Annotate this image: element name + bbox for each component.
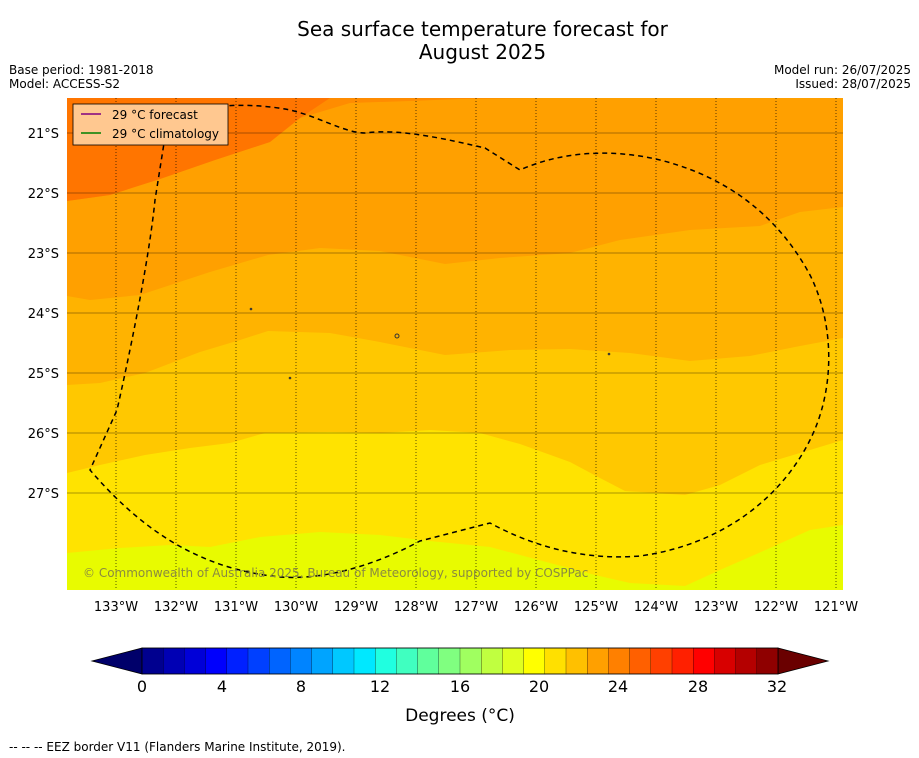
lon-label: 133°W [94, 600, 138, 615]
colorbar-cell [587, 647, 609, 675]
model-info: Base period: 1981-2018 Model: ACCESS-S2 [9, 63, 154, 91]
colorbar-tick: 12 [370, 677, 390, 696]
colorbar-tick: 8 [296, 677, 306, 696]
colorbar [90, 647, 830, 675]
band-26-27 [67, 98, 843, 300]
colorbar-tick: 20 [529, 677, 549, 696]
colorbar-cell [650, 647, 673, 675]
model-run-date: Model run: 26/07/2025 [773, 63, 911, 77]
lon-label: 125°W [574, 600, 618, 615]
colorbar-min-extension [90, 647, 143, 675]
gridlines [67, 132, 843, 494]
colorbar-tick: 24 [608, 677, 628, 696]
colorbar-cell [375, 647, 397, 675]
colorbar-cell [396, 647, 419, 675]
lat-label: 24°S [28, 307, 59, 322]
colorbar-cell [269, 647, 291, 675]
colorbar-cell [502, 647, 525, 675]
colorbar-cell [226, 647, 249, 675]
lat-label: 25°S [28, 367, 59, 382]
lat-tick-labels: 21°S 22°S 23°S 24°S 25°S 26°S 27°S [28, 127, 59, 502]
lat-label: 27°S [28, 487, 59, 502]
lon-label: 127°W [454, 600, 498, 615]
legend-box: 29 °C forecast 29 °C climatology [72, 103, 229, 146]
colorbar-cell [205, 647, 228, 675]
colorbar-cell [565, 647, 588, 675]
colorbar-tick: 28 [688, 677, 708, 696]
colorbar-cells [141, 647, 779, 675]
copyright-notice: © Commonwealth of Australia 2025, Bureau… [83, 566, 588, 580]
lat-label: 21°S [28, 127, 59, 142]
lon-label: 132°W [154, 600, 198, 615]
title-line-1: Sea surface temperature forecast for [297, 17, 668, 41]
lon-label: 126°W [514, 600, 558, 615]
colorbar-cell [693, 647, 715, 675]
colorbar-cell [481, 647, 503, 675]
lon-label: 130°W [274, 600, 318, 615]
model-name: Model: ACCESS-S2 [9, 77, 121, 91]
lon-tick-labels: 133°W 132°W 131°W 130°W 129°W 128°W 127°… [94, 600, 858, 615]
colorbar-cell [184, 647, 207, 675]
colorbar-cell [523, 647, 546, 675]
lat-label: 22°S [28, 187, 59, 202]
colorbar-cell [417, 647, 440, 675]
colorbar-cell [163, 647, 185, 675]
colorbar-tick-labels: 0 4 8 12 16 20 24 28 32 [137, 677, 787, 696]
title-line-2: August 2025 [418, 40, 547, 64]
colorbar-cell [311, 647, 334, 675]
run-info: Model run: 26/07/2025 Issued: 28/07/2025 [774, 63, 911, 91]
lat-label: 26°S [28, 427, 59, 442]
forecast-legend-label: 29 °C forecast [112, 108, 198, 122]
lon-label: 122°W [754, 600, 798, 615]
eez-footnote: -- -- -- EEZ border V11 (Flanders Marine… [9, 740, 346, 754]
colorbar-cell [290, 647, 313, 675]
lon-label: 131°W [214, 600, 258, 615]
colorbar-cell [544, 647, 567, 675]
map-title: Sea surface temperature forecast for Aug… [0, 18, 919, 64]
colorbar-label: Degrees (°C) [405, 706, 515, 726]
colorbar-outline [141, 647, 779, 675]
lon-label: 123°W [694, 600, 738, 615]
sst-contour-field [67, 98, 843, 590]
base-period: Base period: 1981-2018 [9, 63, 154, 77]
colorbar-tick: 4 [217, 677, 227, 696]
colorbar-cell [353, 647, 376, 675]
island-markers [249, 307, 611, 380]
eez-border [89, 104, 830, 579]
colorbar-cell [608, 647, 631, 675]
colorbar-cell [141, 647, 164, 675]
colorbar-cell [247, 647, 270, 675]
issued-date: Issued: 28/07/2025 [795, 77, 911, 91]
colorbar-cell [438, 647, 461, 675]
colorbar-cell [714, 647, 737, 675]
lat-label: 23°S [28, 247, 59, 262]
colorbar-cell [671, 647, 694, 675]
colorbar-cell [629, 647, 652, 675]
colorbar-cell [459, 647, 482, 675]
colorbar-tick: 16 [450, 677, 470, 696]
colorbar-cell [735, 647, 758, 675]
colorbar-cell [332, 647, 355, 675]
colorbar-max-extension [777, 647, 830, 675]
colorbar-tick: 32 [767, 677, 787, 696]
lon-label: 121°W [814, 600, 858, 615]
colorbar-tick: 0 [137, 677, 147, 696]
lon-label: 128°W [394, 600, 438, 615]
lon-label: 129°W [334, 600, 378, 615]
lon-label: 124°W [634, 600, 678, 615]
climatology-legend-label: 29 °C climatology [112, 127, 219, 141]
meridians [115, 98, 837, 590]
colorbar-cell [756, 647, 779, 675]
